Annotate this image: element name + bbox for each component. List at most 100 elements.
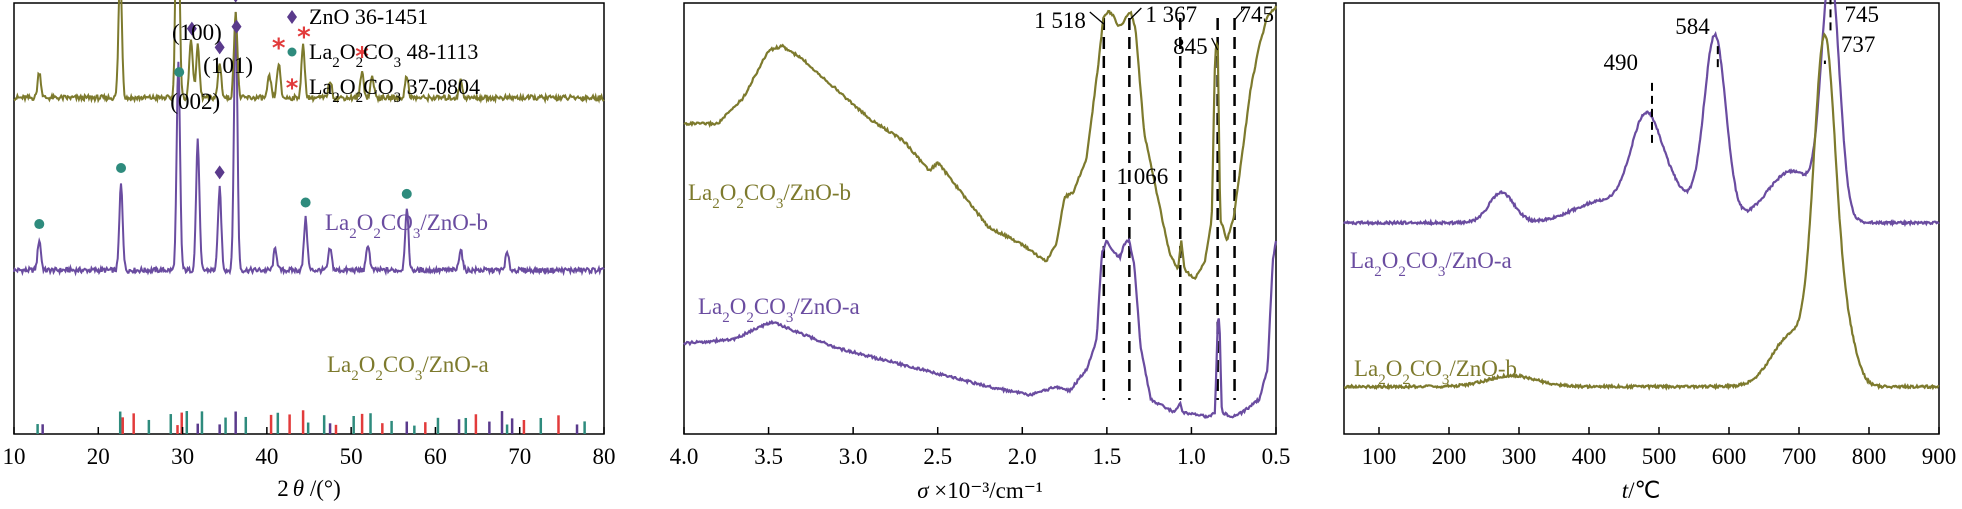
xrd-series-label-b-part: 2 [349, 226, 357, 242]
ir-series-label-a-part: 3 [786, 310, 794, 326]
xrd-series-label-b-part: CO [381, 210, 413, 235]
ir-xlabel-post: ×10⁻³/cm⁻¹ [929, 478, 1043, 503]
xrd-xlabel-pre: 2 [277, 476, 289, 501]
ir-series-label-a-part: O [730, 294, 747, 319]
ir-series-label-b-part: 2 [712, 196, 720, 212]
tpd-tick-label: 400 [1572, 444, 1607, 469]
la48-marker [300, 197, 311, 208]
xrd-tick-label: 10 [3, 444, 26, 469]
ir-series-label-a-part: La [698, 294, 722, 319]
tpd-series-label-a-part: O [1382, 248, 1399, 273]
legend-entry-label: La2O2CO3 48-1113 [309, 39, 478, 71]
ir-tick-label: 2.5 [923, 444, 952, 469]
ir-plot-frame [683, 2, 1277, 435]
ir-series-label-b: La2O2CO3/ZnO-b [688, 180, 851, 212]
xrd-series-label-a-part: /ZnO-a [422, 352, 488, 377]
ir-band-arrow [1234, 7, 1246, 21]
xrd-plot-frame [13, 2, 605, 435]
xrd-annotations: (100) (101) (002) [170, 20, 253, 114]
legend-entry-label-part: O [340, 74, 356, 99]
legend-entry-label: La2O2CO3 37-0804 [309, 74, 480, 106]
tpd-series-line [1343, 31, 1940, 391]
legend-entry-label-part: 48-1113 [401, 39, 478, 64]
legend-entry-label-part: 2 [332, 90, 340, 106]
ir-series-line [683, 237, 1278, 420]
ir-series-label-b-part: O [720, 180, 737, 205]
tpd-tick-label: 100 [1362, 444, 1397, 469]
xrd-series-label-a-part: 2 [351, 368, 359, 384]
legend-entry-label-part: CO [363, 39, 394, 64]
xrd-legend: ZnO 36-1451 La2O2CO3 48-1113* La2O2CO3 37-… [286, 4, 480, 106]
tpd-series-label-b-part: 3 [1442, 372, 1450, 388]
legend-entry-label-part: La [309, 74, 332, 99]
tpd-series-label-b-part: La [1354, 356, 1378, 381]
ir-series-label-b-part: 2 [736, 196, 744, 212]
tpd-series-lines [1343, 0, 1940, 391]
legend-entry-label-part: ZnO 36-1451 [309, 4, 428, 29]
legend-entry-label-part: 37-0804 [401, 74, 480, 99]
ir-series-label-a: La2O2CO3/ZnO-a [698, 294, 860, 326]
xrd-tick-label: 60 [424, 444, 447, 469]
legend-entry-label-part: O [340, 39, 356, 64]
xrd-hkl-label: (002) [170, 89, 220, 114]
legend-entry-label: ZnO 36-1451 [309, 4, 428, 29]
tpd-peak-label: 584 [1675, 14, 1710, 39]
ir-tick-label: 1.5 [1092, 444, 1121, 469]
ir-x-axis-ticks: 4.0 3.5 3.0 2.5 2.0 1.5 1.0 0.5 [670, 427, 1291, 469]
tpd-peak-label: 737 [1841, 32, 1876, 57]
la48-marker [116, 163, 127, 174]
xrd-series-label-a: La2O2CO3/ZnO-a [327, 352, 489, 384]
ir-band-label: 1 066 [1117, 164, 1169, 189]
xrd-tick-label: 50 [340, 444, 363, 469]
la48-marker [174, 67, 185, 78]
ir-xlabel-italic: σ [917, 478, 930, 503]
xrd-series-label-a-part: 3 [415, 368, 423, 384]
tpd-series-label-b-part: O [1386, 356, 1403, 381]
legend-entry-label-part: 2 [356, 90, 364, 106]
xrd-reference-lines [36, 410, 586, 434]
xrd-tick-label: 40 [255, 444, 278, 469]
ir-band-label: 1 518 [1034, 8, 1086, 33]
tpd-tick-label: 300 [1502, 444, 1537, 469]
ir-band-arrow [1089, 11, 1105, 25]
ir-series-line [683, 5, 1278, 281]
xrd-panel: ***** (100)(101)(002) ZnO 36-1451La2O2CO… [3, 0, 616, 501]
tpd-series-line [1343, 0, 1940, 228]
zno-marker [214, 40, 225, 55]
tpd-series-label-a-part: 2 [1374, 264, 1382, 280]
xrd-tick-label: 20 [87, 444, 110, 469]
tpd-xlabel-post: /℃ [1628, 478, 1660, 503]
xrd-series-label-b: La2O2CO3/ZnO-b [325, 210, 488, 242]
legend-dot-icon [287, 47, 297, 57]
ir-tick-label: 3.5 [754, 444, 783, 469]
la37-marker: * [355, 42, 369, 72]
tpd-xlabel-italic: t [1622, 478, 1629, 503]
xrd-series-label-b-part: 3 [413, 226, 421, 242]
legend-entry-label-part: La [309, 39, 332, 64]
tpd-tick-label: 200 [1432, 444, 1467, 469]
ir-series-label-b-part: 3 [776, 196, 784, 212]
xrd-series-label-b-part: 2 [373, 226, 381, 242]
tpd-peak-label: 745 [1845, 2, 1880, 27]
la48-marker [34, 219, 45, 230]
legend-diamond-icon [287, 10, 297, 24]
la48-marker [401, 188, 412, 199]
tpd-series-label-a-part: La [1350, 248, 1374, 273]
xrd-series-label-a-part: 2 [375, 368, 383, 384]
zno-marker [186, 21, 197, 36]
tpd-series-label-a: La2O2CO3/ZnO-a [1350, 248, 1512, 280]
ir-series-label-a-part: /ZnO-a [793, 294, 859, 319]
ir-tick-label: 0.5 [1262, 444, 1291, 469]
tpd-tick-label: 800 [1852, 444, 1887, 469]
ir-tick-label: 2.0 [1008, 444, 1037, 469]
tpd-x-axis-ticks: 100 200 300 400 500 600 700 800 900 [1362, 427, 1956, 469]
tpd-series-label-a-part: CO [1406, 248, 1438, 273]
la37-marker: * [272, 33, 286, 63]
xrd-xlabel-post: /(°) [304, 476, 341, 501]
tpd-series-label-b-part: 2 [1402, 372, 1410, 388]
xrd-series-line [13, 12, 605, 277]
